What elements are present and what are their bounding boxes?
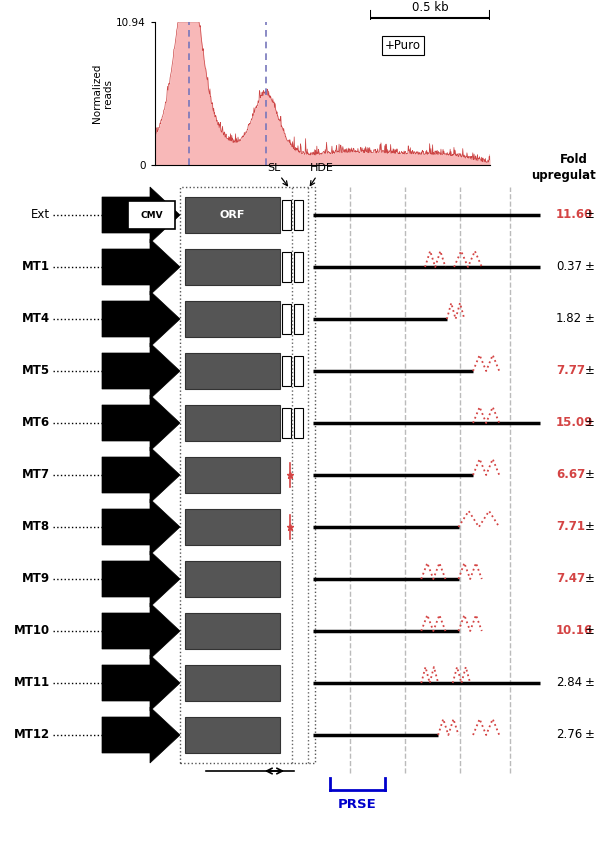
FancyBboxPatch shape [282,304,291,334]
FancyBboxPatch shape [294,252,303,282]
Text: +Puro: +Puro [385,39,421,53]
Text: MT9: MT9 [22,573,50,585]
FancyBboxPatch shape [294,408,303,438]
Text: ± 7.12: ± 7.12 [585,417,596,430]
Text: ± 1.11: ± 1.11 [585,313,596,325]
Polygon shape [102,499,180,555]
Text: 15.09: 15.09 [556,417,594,430]
FancyBboxPatch shape [282,200,291,230]
Text: HDE: HDE [310,163,334,185]
Text: ± 5.25: ± 5.25 [585,208,596,221]
Polygon shape [102,239,180,295]
Polygon shape [102,447,180,503]
Text: MT6: MT6 [22,417,50,430]
FancyBboxPatch shape [185,197,280,233]
Text: ± 0.97: ± 0.97 [585,624,596,637]
Polygon shape [102,603,180,659]
FancyBboxPatch shape [185,249,280,285]
Text: CMV: CMV [140,210,163,220]
FancyBboxPatch shape [294,200,303,230]
Text: 11.60: 11.60 [556,208,593,221]
Text: ORF: ORF [220,210,245,220]
Text: 6.67: 6.67 [556,468,585,481]
Text: 10.16: 10.16 [556,624,593,637]
Polygon shape [102,551,180,607]
Text: SL: SL [268,163,287,186]
FancyBboxPatch shape [185,665,280,701]
Polygon shape [102,707,180,763]
Text: MT7: MT7 [22,468,50,481]
Polygon shape [102,187,180,243]
Text: MT5: MT5 [22,364,50,377]
Text: 7.71: 7.71 [556,521,585,534]
FancyBboxPatch shape [185,717,280,753]
FancyBboxPatch shape [128,201,175,229]
Polygon shape [102,291,180,347]
FancyBboxPatch shape [282,252,291,282]
Text: PRSE: PRSE [338,798,377,811]
Text: Ext: Ext [31,208,50,221]
Text: 2.84: 2.84 [556,677,582,690]
Text: ± 2.48: ± 2.48 [585,521,596,534]
FancyBboxPatch shape [294,304,303,334]
FancyBboxPatch shape [282,356,291,386]
Text: MT12: MT12 [14,728,50,741]
Text: 0.37: 0.37 [556,261,582,274]
Text: MT10: MT10 [14,624,50,637]
Text: MT11: MT11 [14,677,50,690]
FancyBboxPatch shape [185,405,280,441]
FancyBboxPatch shape [185,301,280,337]
Text: ± 1.28: ± 1.28 [585,468,596,481]
Text: ± 1.04: ± 1.04 [585,728,596,741]
Polygon shape [102,655,180,711]
Polygon shape [102,343,180,399]
Y-axis label: Normalized
reads: Normalized reads [92,64,113,123]
Text: 1.82: 1.82 [556,313,582,325]
FancyBboxPatch shape [185,561,280,597]
Text: MT8: MT8 [22,521,50,534]
Text: 0.5 kb: 0.5 kb [412,1,448,14]
FancyBboxPatch shape [185,457,280,493]
Text: MT4: MT4 [22,313,50,325]
FancyBboxPatch shape [294,356,303,386]
Text: ± 2.13: ± 2.13 [585,573,596,585]
Polygon shape [102,395,180,451]
FancyBboxPatch shape [185,353,280,389]
FancyBboxPatch shape [282,408,291,438]
Text: 7.47: 7.47 [556,573,585,585]
FancyBboxPatch shape [185,509,280,545]
Text: Fold
upregulation: Fold upregulation [531,153,596,182]
Text: 2.76: 2.76 [556,728,582,741]
Text: ± 1.09: ± 1.09 [585,364,596,377]
FancyBboxPatch shape [185,613,280,649]
Text: MT1: MT1 [22,261,50,274]
Text: 7.77: 7.77 [556,364,585,377]
Text: ± 1.00: ± 1.00 [585,677,596,690]
Text: ± 0.19: ± 0.19 [585,261,596,274]
